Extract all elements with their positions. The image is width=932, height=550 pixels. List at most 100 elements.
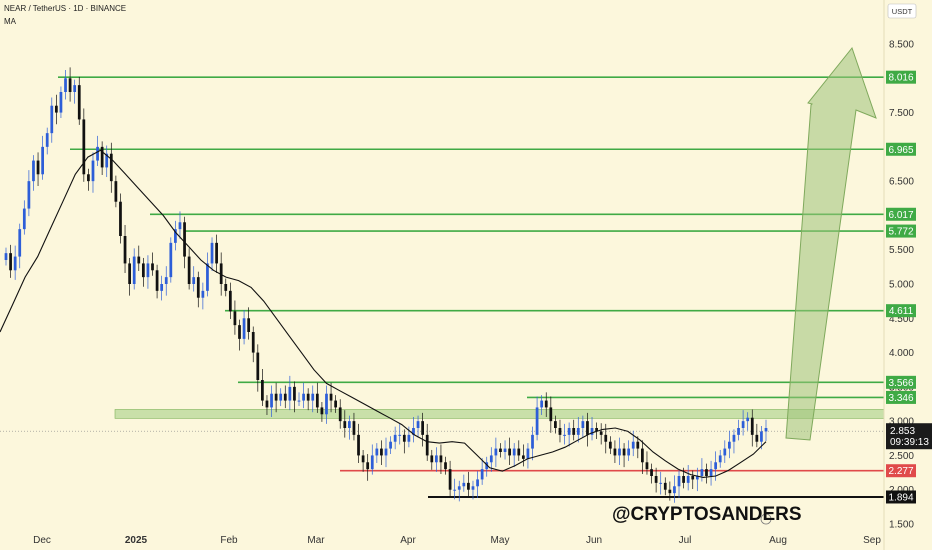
candle-body (576, 428, 580, 435)
y-tick-label: 5.500 (889, 245, 914, 256)
candle-body (13, 256, 17, 271)
candle-body (274, 393, 278, 401)
candle-body (87, 174, 90, 182)
candle-body (398, 434, 402, 436)
candle-body (389, 441, 392, 449)
level-labels: 8.016 6.965 6.017 5.772 4.611 3.566 3.346 2.277… (760, 70, 932, 525)
candle-body (137, 256, 141, 264)
y-tick-label: 3.000 (889, 417, 914, 428)
moving-average-line (0, 149, 767, 478)
candle-body (59, 92, 63, 113)
x-tick-label: Mar (307, 535, 325, 546)
candle-body (114, 181, 118, 202)
candle-body (558, 428, 562, 435)
candle-body (297, 400, 301, 402)
candle-body (270, 393, 273, 408)
candle-body (682, 476, 685, 483)
candle-body (192, 277, 196, 284)
candle-body (233, 311, 237, 326)
candle-body (554, 421, 557, 428)
candle-body (654, 476, 658, 483)
candle-body (430, 455, 434, 463)
moving-average-layer (0, 149, 767, 478)
x-tick-label: 2025 (125, 535, 148, 546)
candle-body (673, 486, 676, 494)
candle-body (183, 222, 186, 257)
candle-body (279, 393, 283, 401)
candle-body (709, 469, 713, 476)
candle-body (306, 393, 310, 401)
level-label: 4.611 (889, 306, 914, 317)
candle-body (210, 242, 214, 264)
candle-body (581, 421, 585, 428)
candle-body (45, 133, 49, 147)
candle-body (338, 407, 342, 422)
candle-body (691, 476, 695, 480)
candle-body (132, 256, 136, 284)
candle-body (187, 256, 191, 284)
candle-body (201, 290, 205, 298)
candle-body (22, 208, 26, 230)
candle-body (499, 448, 502, 452)
y-tick-label: 1.500 (889, 520, 914, 531)
candle-body (261, 380, 264, 401)
candle-body (293, 386, 296, 401)
candle-body (448, 469, 452, 490)
candle-body (732, 434, 736, 442)
x-tick-label: Dec (33, 535, 51, 546)
y-tick-label: 7.500 (889, 108, 914, 119)
candle-body (128, 263, 131, 284)
x-tick-label: Feb (220, 535, 238, 546)
indicator-label: MA (4, 17, 16, 26)
candle-body (608, 441, 612, 449)
candle-body (151, 263, 154, 271)
candles-layer (4, 67, 768, 503)
candle-body (659, 482, 663, 484)
candle-body (36, 160, 40, 175)
candle-body (508, 448, 511, 456)
candle-body (512, 448, 516, 456)
candle-body (105, 153, 109, 168)
y-tick-label: 4.000 (889, 348, 914, 359)
y-tick-label: 4.500 (889, 314, 914, 325)
level-label: 3.566 (888, 378, 913, 389)
symbol-title: NEAR / TetherUS · 1D · BINANCE (4, 4, 127, 13)
candle-body (164, 277, 168, 284)
candle-body (467, 482, 470, 490)
candle-body (444, 462, 447, 470)
candle-body (18, 229, 22, 257)
candle-body (563, 434, 566, 436)
candle-body (668, 489, 672, 494)
level-label: 1.894 (888, 492, 913, 503)
candle-body (737, 428, 740, 435)
candle-body (215, 242, 218, 264)
candle-body (485, 462, 489, 470)
candle-body (357, 434, 360, 456)
candle-body (256, 352, 260, 380)
candle-body (109, 153, 113, 182)
candle-body (760, 431, 763, 442)
candle-body (146, 263, 150, 278)
candle-body (567, 428, 571, 435)
candle-body (755, 434, 759, 442)
candle-body (311, 393, 315, 401)
candle-body (82, 119, 86, 175)
candle-body (590, 428, 594, 435)
candle-body (265, 400, 269, 408)
current-price-label: 2.853 (890, 426, 915, 437)
candle-body (618, 448, 621, 456)
candle-body (375, 448, 379, 456)
level-label-bg (886, 464, 916, 478)
countdown-label: 09:39:13 (890, 437, 929, 448)
x-tick-label: May (491, 535, 510, 546)
candle-body (595, 428, 598, 432)
candle-body (32, 160, 35, 182)
currency-badge (887, 3, 917, 19)
candle-body (393, 434, 397, 442)
candle-body (457, 486, 461, 490)
candle-body (535, 407, 539, 435)
y-tick-label: 6.500 (889, 177, 914, 188)
candle-body (123, 236, 127, 264)
